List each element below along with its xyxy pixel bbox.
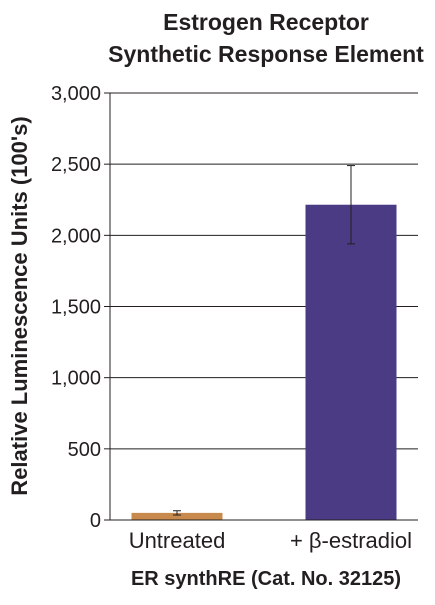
y-tick-label: 1,000 [51, 368, 101, 390]
chart-title-line-2: Synthetic Response Element [108, 41, 424, 67]
x-category-label: Untreated [129, 528, 226, 553]
bar [131, 512, 223, 520]
y-tick-label: 2,000 [51, 225, 101, 247]
y-tick-label: 1,500 [51, 297, 101, 319]
x-axis-title: ER synthRE (Cat. No. 32125) [131, 568, 401, 590]
y-tick-label: 500 [68, 439, 101, 461]
y-tick-label: 3,000 [51, 83, 101, 105]
bar [305, 204, 397, 520]
chart-title-line-1: Estrogen Receptor [163, 9, 369, 35]
x-category-labels: Untreated + β-estradiol [129, 528, 412, 553]
y-tick-labels: 0 500 1,000 1,500 2,000 2,500 3,000 [51, 83, 110, 532]
y-tick-label: 2,500 [51, 154, 101, 176]
y-tick-label: 0 [90, 510, 101, 532]
y-axis-title: Relative Luminescence Units (100's) [7, 116, 32, 495]
error-bars [173, 165, 355, 516]
bars [131, 204, 397, 520]
x-category-label: + β-estradiol [290, 528, 412, 553]
